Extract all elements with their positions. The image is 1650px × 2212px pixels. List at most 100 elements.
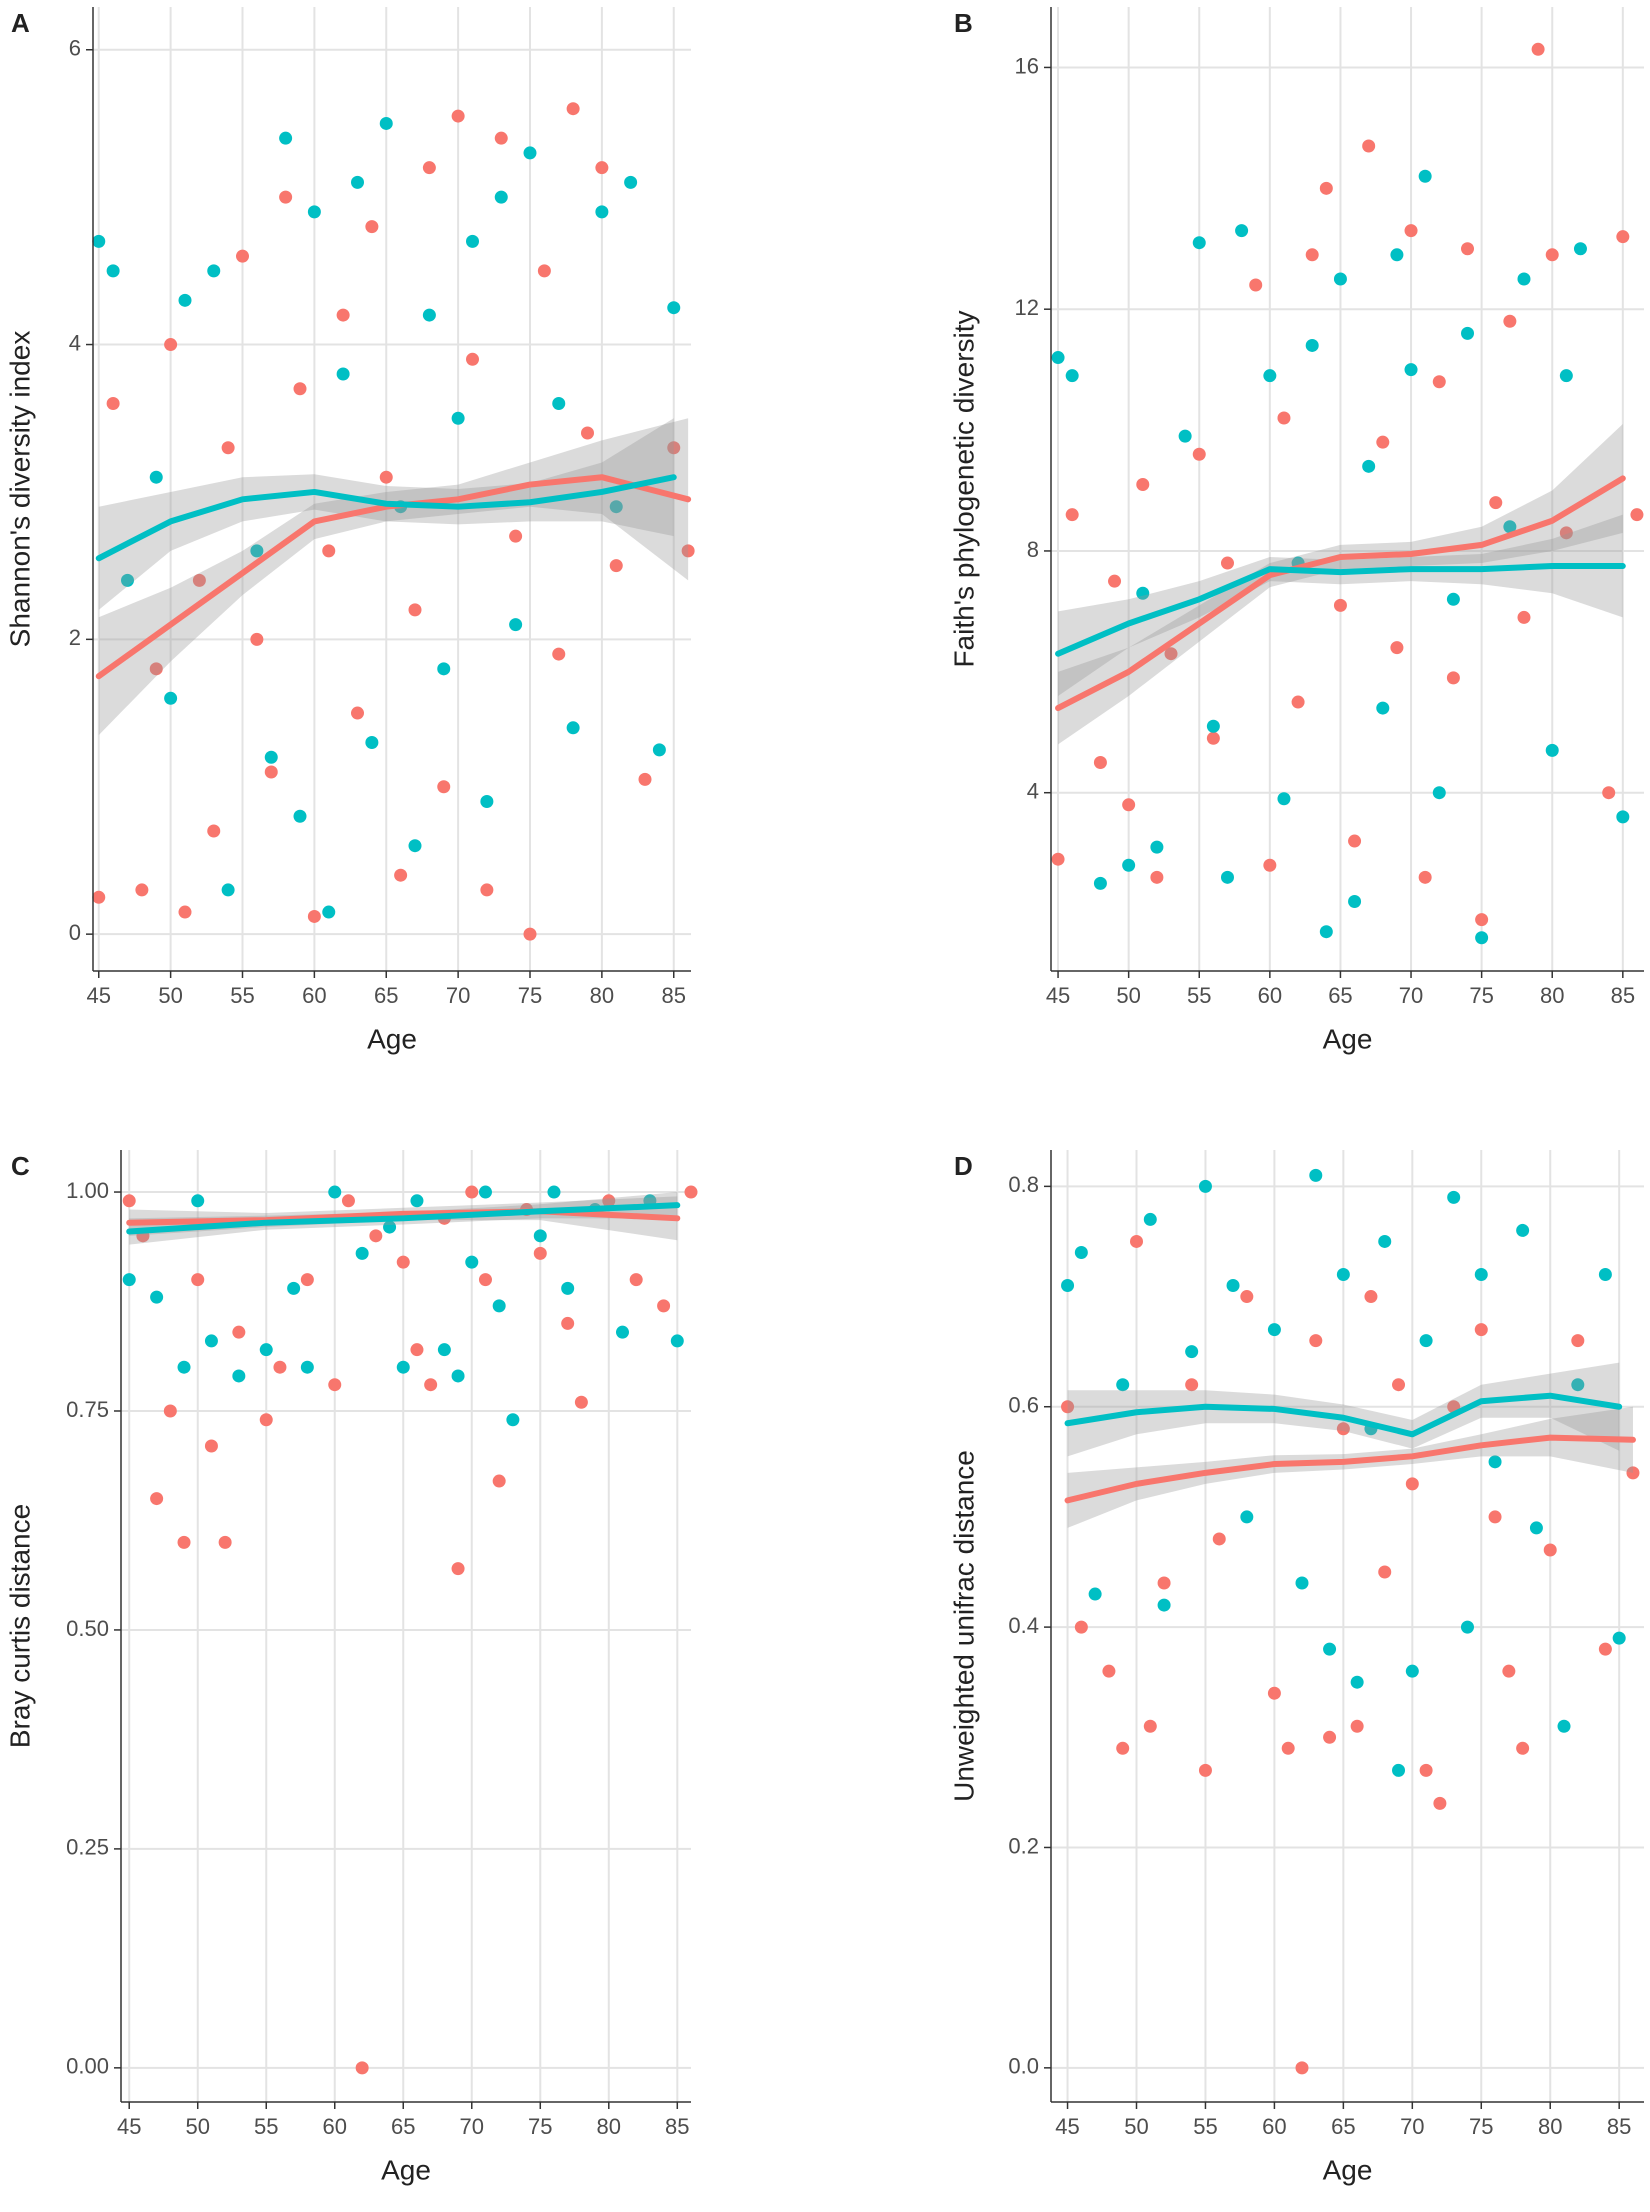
point — [1461, 242, 1475, 256]
point — [451, 1562, 465, 1576]
smooth-line — [1064, 1392, 1623, 1438]
point — [465, 1255, 479, 1269]
point — [92, 890, 106, 904]
y-tick-label: 6 — [69, 36, 81, 61]
point — [533, 1246, 547, 1260]
y-tick-label: 8 — [1027, 537, 1039, 562]
point — [422, 161, 436, 175]
point — [1616, 810, 1630, 824]
point — [1226, 1279, 1240, 1293]
point — [537, 264, 551, 278]
confidence-band — [1067, 1406, 1633, 1528]
point — [437, 662, 451, 676]
point — [1529, 1521, 1543, 1535]
x-tick-label: 60 — [302, 983, 326, 1008]
point — [494, 190, 508, 204]
point — [121, 573, 134, 587]
point — [1598, 1642, 1612, 1656]
point — [1157, 1576, 1171, 1590]
point — [1348, 894, 1362, 908]
point — [1488, 1455, 1502, 1469]
panel: 0.0 0.2 0.4 0.6 0.8 45 50 55 60 65 70 75 80 85 Age — [1008, 1150, 1644, 2185]
point — [1418, 870, 1432, 884]
point — [204, 1334, 218, 1348]
x-tick-label: 55 — [254, 2114, 278, 2139]
point — [236, 249, 249, 263]
x-tick-label: 75 — [528, 2114, 552, 2139]
point — [478, 1185, 492, 1199]
point — [259, 1413, 273, 1427]
point — [1323, 1730, 1337, 1744]
point — [92, 234, 106, 248]
point — [383, 1220, 397, 1234]
x-axis-title: Age — [367, 1023, 417, 1054]
x-tick-label: 85 — [1607, 2114, 1631, 2139]
smooth-line — [1055, 563, 1626, 657]
point — [1571, 1334, 1585, 1348]
point — [1277, 411, 1291, 425]
point — [1461, 326, 1475, 340]
point — [207, 264, 221, 278]
point — [1630, 508, 1644, 522]
point — [1295, 2061, 1309, 2075]
point — [1130, 1234, 1144, 1248]
x-tick-label: 60 — [323, 2114, 347, 2139]
y-axis-title: Bray curtis distance — [4, 1504, 35, 1748]
point — [1392, 1763, 1406, 1777]
point — [396, 1360, 410, 1374]
point — [480, 794, 494, 808]
y-tick-label: 0.00 — [66, 2054, 109, 2079]
point — [667, 301, 681, 315]
point — [1065, 369, 1079, 383]
plot-background — [93, 7, 691, 971]
point — [106, 397, 120, 411]
x-tick-label: 55 — [1187, 983, 1211, 1008]
point — [1291, 695, 1305, 709]
point — [1517, 272, 1531, 286]
point — [595, 205, 609, 219]
point — [300, 1360, 314, 1374]
point — [379, 116, 393, 130]
point — [264, 765, 278, 779]
point — [1390, 248, 1404, 262]
panel-label: D — [954, 1151, 973, 1181]
point — [1364, 1290, 1378, 1304]
y-tick-label: 4 — [1027, 779, 1039, 804]
point — [492, 1299, 506, 1313]
x-tick-label: 80 — [590, 983, 614, 1008]
x-tick-label: 85 — [1611, 983, 1635, 1008]
point — [1150, 840, 1164, 854]
plot-background — [1051, 7, 1644, 971]
y-tick-label: 0 — [69, 920, 81, 945]
panel: 0.00 0.25 0.50 0.75 1.00 45 50 55 60 65 70 75 80 85 Ag… — [66, 1150, 698, 2185]
point — [218, 1535, 232, 1549]
point — [1502, 1664, 1516, 1678]
y-tick-label: 4 — [69, 330, 81, 355]
point — [336, 367, 350, 381]
point — [149, 662, 163, 676]
point — [1336, 1422, 1350, 1436]
point — [1460, 1620, 1474, 1634]
point — [408, 603, 422, 617]
plot-background — [121, 1150, 691, 2102]
point — [232, 1325, 246, 1339]
point — [1263, 858, 1277, 872]
point — [1164, 647, 1178, 661]
x-tick-label: 75 — [1469, 983, 1493, 1008]
point — [1178, 429, 1192, 443]
y-tick-label: 1.00 — [66, 1178, 109, 1203]
point — [1350, 1675, 1364, 1689]
point — [1143, 1212, 1157, 1226]
x-tick-label: 50 — [185, 2114, 209, 2139]
confidence-band — [1058, 514, 1623, 697]
point — [1281, 1741, 1295, 1755]
point — [1350, 1719, 1364, 1733]
point — [1267, 1323, 1281, 1337]
point — [293, 809, 307, 823]
point — [122, 1194, 136, 1208]
point — [1220, 556, 1234, 570]
point — [1602, 786, 1616, 800]
point — [1489, 496, 1503, 510]
point — [1446, 671, 1460, 685]
point — [221, 883, 235, 897]
